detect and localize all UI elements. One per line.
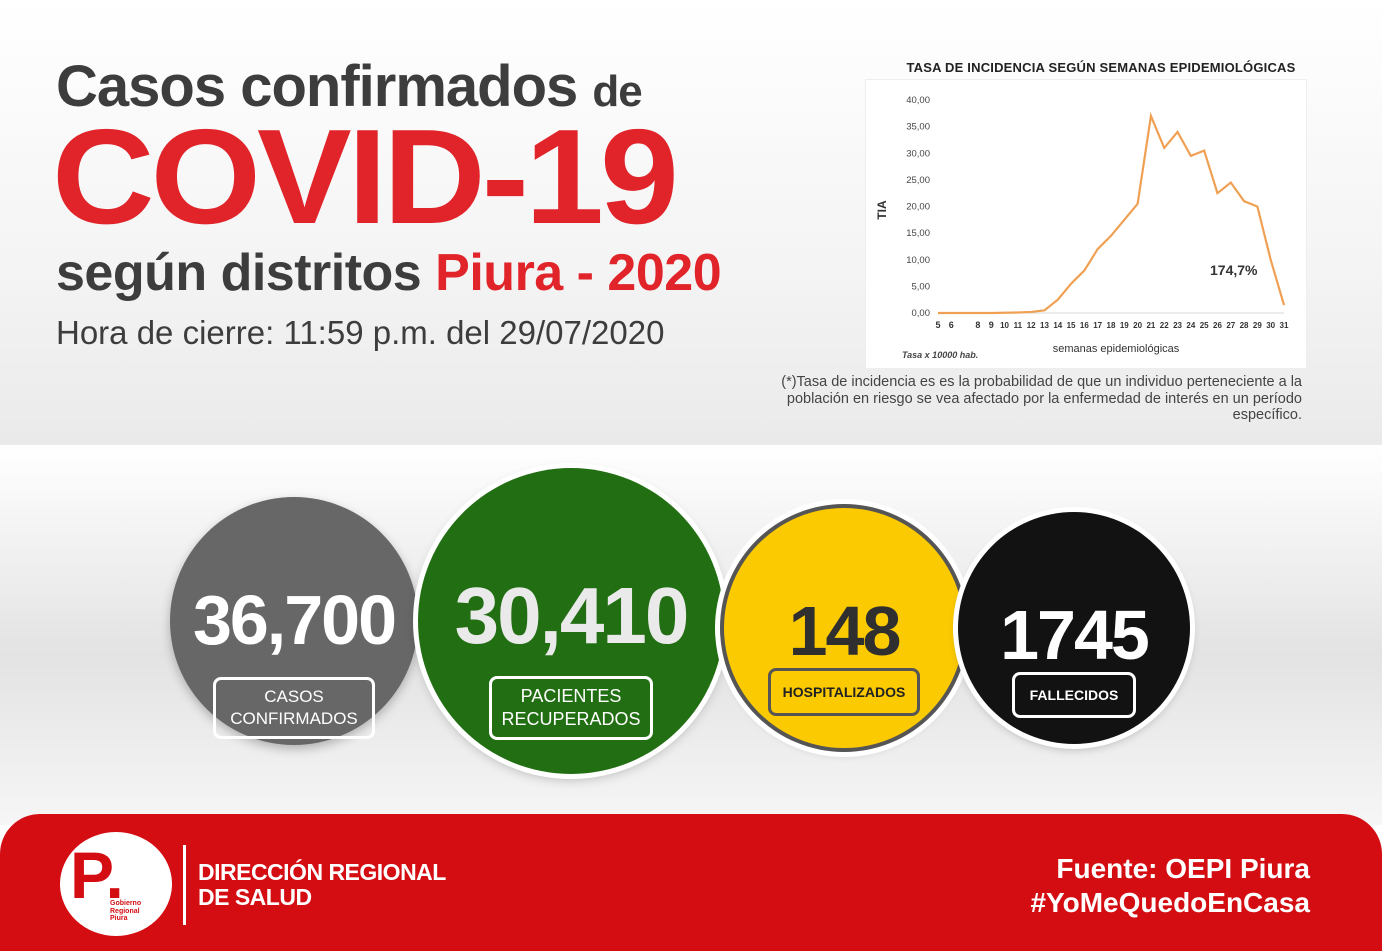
org-line-2: DE SALUD [198, 884, 312, 911]
x-tick-label: 9 [989, 320, 994, 330]
y-tick-label: 25,00 [906, 175, 930, 186]
title-line-1: Casos confirmados de [56, 58, 643, 116]
x-tick-label: 20 [1133, 321, 1142, 330]
y-tick-label: 40,00 [906, 95, 930, 106]
hashtag-text: #YoMeQuedoEnCasa [1030, 887, 1310, 919]
closing-time: Hora de cierre: 11:59 p.m. del 29/07/202… [56, 314, 665, 351]
x-tick-label: 18 [1107, 321, 1116, 330]
y-axis-label: TIA [875, 200, 889, 220]
x-axis-label: semanas epidemiológicas [1053, 343, 1180, 355]
deceased-label: FALLECIDOS [1012, 672, 1136, 718]
recovered-circle: 30,410 PACIENTES RECUPERADOS [418, 468, 724, 774]
x-tick-label: 31 [1280, 321, 1289, 330]
hospitalized-label: HOSPITALIZADOS [768, 668, 920, 716]
x-tick-label: 15 [1067, 321, 1076, 330]
recovered-label: PACIENTES RECUPERADOS [489, 676, 653, 740]
y-tick-label: 35,00 [906, 122, 930, 133]
x-tick-label: 14 [1053, 321, 1062, 330]
chart-annotation: 174,7% [1210, 262, 1258, 278]
x-tick-label: 30 [1266, 321, 1275, 330]
y-tick-label: 30,00 [906, 148, 930, 159]
x-tick-label: 13 [1040, 321, 1049, 330]
x-tick-label: 23 [1173, 321, 1182, 330]
x-tick-label: 21 [1146, 321, 1155, 330]
hospitalized-value: 148 [788, 592, 902, 670]
x-tick-label: 12 [1027, 321, 1036, 330]
confirmed-label-line2: CONFIRMADOS [230, 709, 358, 728]
x-tick-label: 5 [935, 320, 940, 330]
confirmed-label-line1: CASOS [264, 686, 324, 706]
x-tick-label: 22 [1160, 321, 1169, 330]
series-line [938, 111, 1286, 315]
title-de: de [592, 67, 642, 116]
logo-letter: P. [70, 838, 124, 912]
y-tick-label: 5,00 [912, 281, 931, 292]
recovered-label-line1: PACIENTES [520, 685, 622, 706]
source-text: Fuente: OEPI Piura [1056, 853, 1310, 884]
x-tick-label: 19 [1120, 321, 1129, 330]
chart-title: TASA DE INCIDENCIA SEGÚN SEMANAS EPIDEMI… [906, 60, 1296, 75]
logo-text-2: Regional [110, 907, 140, 915]
organization-name: DIRECCIÓN REGIONAL DE SALUD [198, 859, 446, 911]
logo-text-1: Gobierno [110, 900, 142, 907]
x-tick-label: 26 [1213, 321, 1222, 330]
incidence-chart: 0,00 5,00 10,00 15,00 20,00 25,00 30,00 35,00 40… [866, 80, 1306, 368]
x-tick-label: 28 [1240, 321, 1249, 330]
title-casos-confirmados: Casos confirmados [56, 54, 578, 119]
rate-note: Tasa x 10000 hab. [902, 350, 978, 360]
hospitalized-circle: 148 HOSPITALIZADOS [724, 508, 964, 748]
title-piura-2020: Piura - 2020 [435, 244, 722, 302]
y-tick-label: 0,00 [912, 308, 931, 319]
x-tick-label: 10 [1000, 321, 1009, 330]
y-tick-label: 10,00 [906, 255, 930, 266]
x-axis-ticks: 5 6 8 9 10 11 12 13 14 15 16 17 18 19 20 21 22 23 24 25 26 27… [935, 320, 1289, 330]
footer-divider [183, 845, 186, 925]
x-tick-label: 16 [1080, 321, 1089, 330]
source-block: Fuente: OEPI Piura #YoMeQuedoEnCasa [1030, 852, 1310, 920]
title-line-3: según distritos Piura - 2020 [56, 244, 722, 302]
deceased-value: 1745 [1000, 596, 1150, 674]
footer-banner [0, 814, 1382, 951]
y-axis-ticks: 0,00 5,00 10,00 15,00 20,00 25,00 30,00 35,00 40… [906, 95, 930, 319]
x-tick-label: 27 [1226, 321, 1235, 330]
title-covid: COVID-19 [52, 101, 679, 253]
x-tick-label: 6 [949, 320, 954, 330]
deceased-circle: 1745 FALLECIDOS [958, 512, 1190, 744]
confirmed-cases-label: CASOS CONFIRMADOS [213, 677, 375, 739]
gobierno-regional-logo: P. Gobierno Regional Piura [60, 832, 172, 936]
recovered-label-line2: RECUPERADOS [501, 709, 641, 729]
title-segun-distritos: según distritos [56, 244, 422, 302]
x-tick-label: 11 [1014, 321, 1023, 330]
logo-text-3: Piura [110, 915, 128, 923]
y-tick-label: 20,00 [906, 202, 930, 213]
logo-text: Gobierno Regional Piura [110, 900, 141, 923]
footnote: (*)Tasa de incidencia es es la probabili… [781, 374, 1302, 424]
org-line-1: DIRECCIÓN REGIONAL [198, 859, 446, 885]
y-tick-label: 15,00 [906, 228, 930, 239]
chart-svg: 0,00 5,00 10,00 15,00 20,00 25,00 30,00 35,00 40… [875, 95, 1289, 360]
confirmed-cases-value: 36,700 [192, 581, 397, 659]
recovered-value: 30,410 [454, 571, 690, 660]
x-tick-label: 29 [1253, 321, 1262, 330]
x-tick-label: 25 [1200, 321, 1209, 330]
x-tick-label: 8 [975, 320, 980, 330]
confirmed-cases-circle: 36,700 CASOS CONFIRMADOS [170, 497, 418, 745]
x-tick-label: 24 [1186, 321, 1195, 330]
x-tick-label: 17 [1093, 321, 1102, 330]
